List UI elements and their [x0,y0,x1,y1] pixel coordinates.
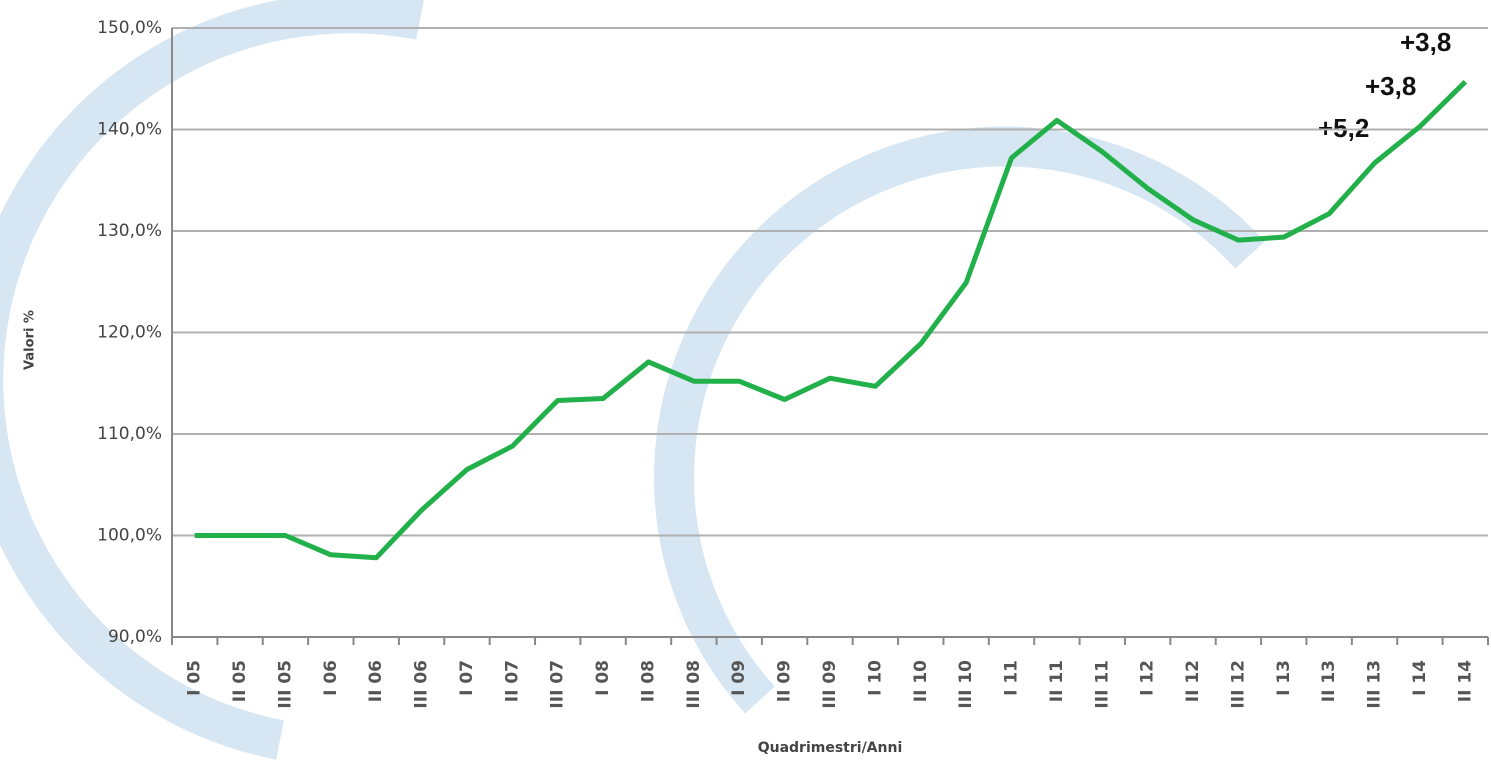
x-tick-label: II 11 [1047,660,1067,702]
x-tick-label: I 14 [1410,660,1430,696]
y-tick-label: 110,0% [97,424,162,444]
y-tick-label: 140,0% [97,120,162,140]
x-tick-label: I 05 [185,660,205,696]
annotation: +3,8 [1400,27,1451,57]
x-tick-label: I 06 [321,660,341,696]
annotation: +5,2 [1318,113,1369,143]
line-series [194,80,1468,561]
x-tick-label: III 07 [548,660,568,709]
x-tick-label: II 13 [1319,660,1339,702]
y-tick-label: 130,0% [97,221,162,241]
y-tick-label: 90,0% [108,627,162,647]
x-tick-label: II 14 [1455,660,1475,702]
x-tick-label: I 11 [1002,660,1022,696]
x-tick-label: II 05 [230,660,250,702]
y-tick-label: 120,0% [97,323,162,343]
x-tick-label: I 07 [457,660,477,696]
x-tick-label: I 08 [593,660,613,696]
x-tick-label: III 09 [820,660,840,709]
x-tick-label: II 12 [1183,660,1203,702]
x-tick-label: II 08 [638,660,658,702]
x-tick-label: III 13 [1365,660,1385,709]
x-tick-label: II 06 [366,660,386,702]
x-tick-label: I 12 [1138,660,1158,696]
x-tick-label: I 09 [729,660,749,696]
x-tick-label: III 11 [1092,660,1112,709]
x-tick-label: II 09 [775,660,795,702]
x-axis-label: Quadrimestri/Anni [758,740,903,756]
x-tick-label: II 07 [502,660,522,702]
x-tick-label: II 10 [911,660,931,702]
x-tick-label: III 10 [956,660,976,709]
y-tick-label: 100,0% [97,526,162,546]
x-tick-label: I 10 [865,660,885,696]
x-tick-label: III 06 [412,660,432,709]
annotation: +3,8 [1365,71,1416,101]
y-axis-label: Valori % [23,310,38,370]
x-tick-label: III 08 [684,660,704,709]
x-tick-label: III 12 [1228,660,1248,709]
x-tick-label: I 13 [1274,660,1294,696]
x-tick-label: III 05 [275,660,295,709]
y-tick-label: 150,0% [97,18,162,38]
